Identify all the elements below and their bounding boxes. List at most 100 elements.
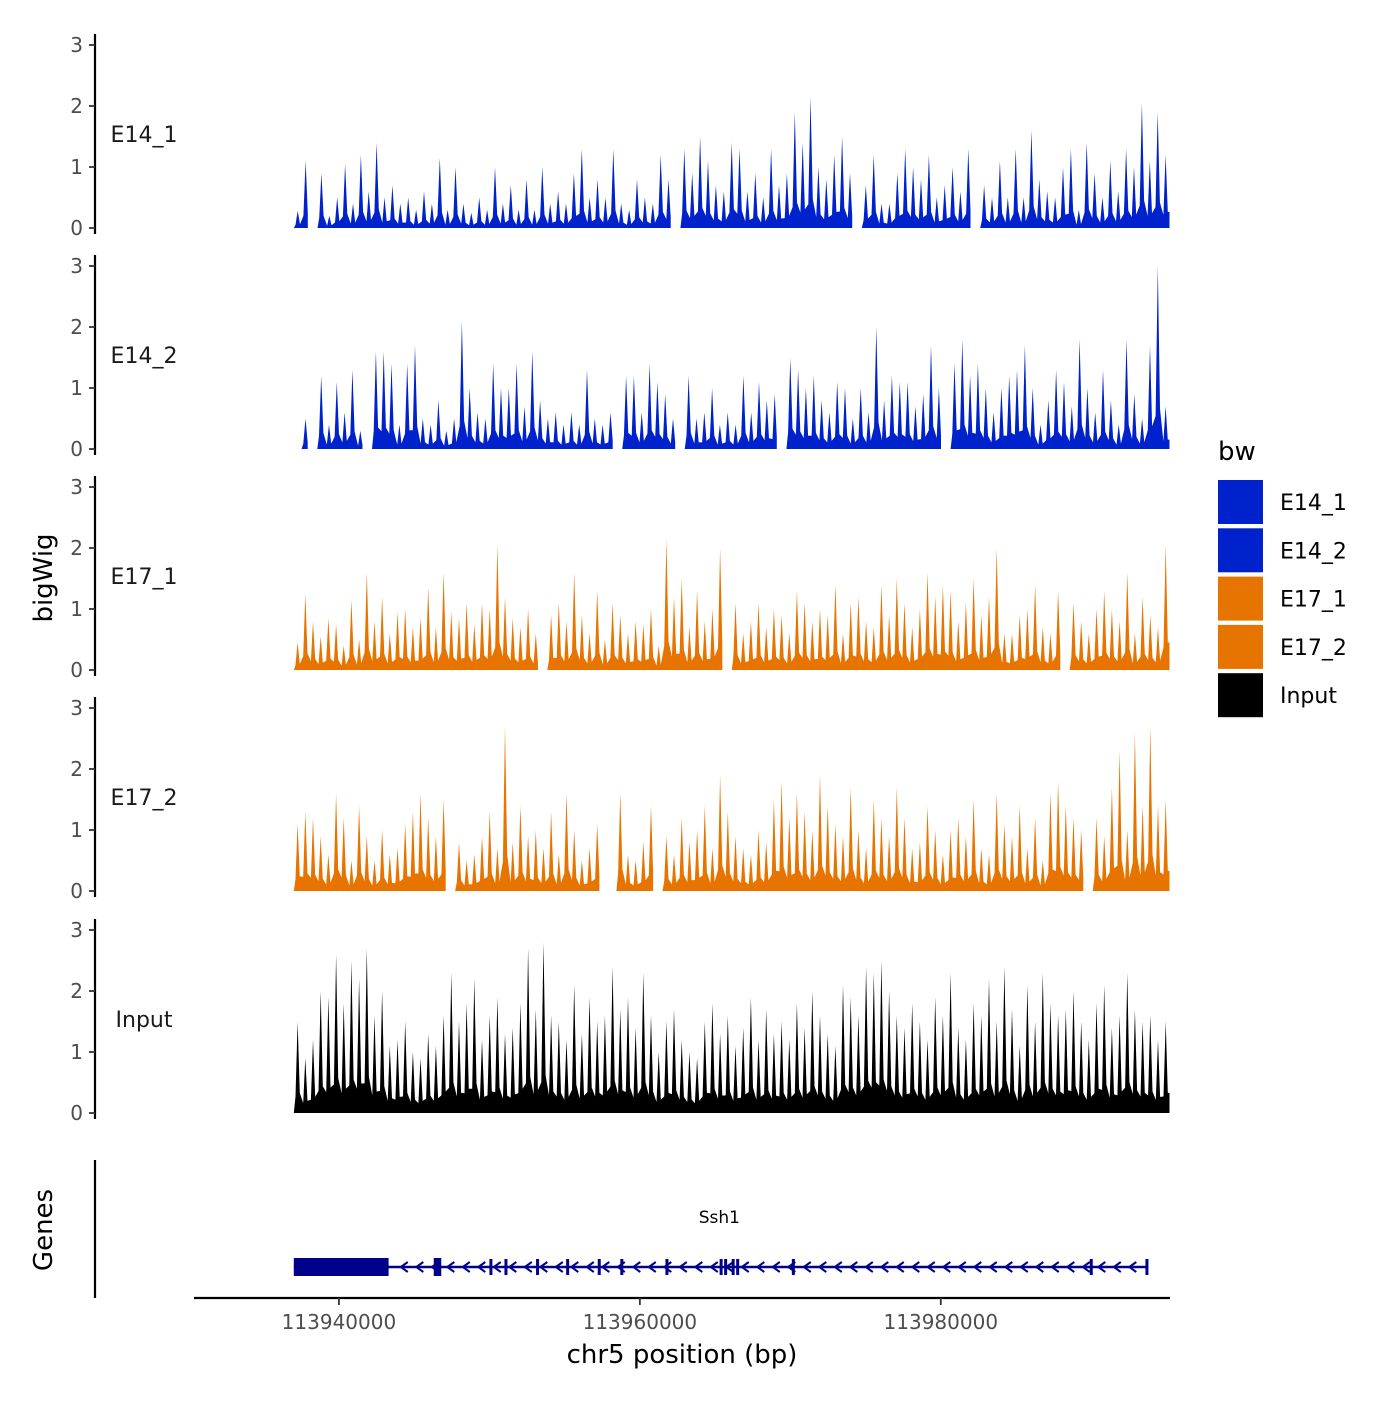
strand-arrow (926, 1261, 936, 1273)
coverage-area (622, 363, 676, 449)
signal-tracks: 0 1 2 3 E14_1 0 1 2 3 E14_2 0 1 2 3 E17_1 0 1 2 3 E17_2 0 1 2 3… (70, 33, 1170, 1125)
strand-arrow (709, 1261, 719, 1273)
y-tick-label: 1 (70, 155, 83, 179)
strand-arrow (910, 1261, 920, 1273)
gene-exon (724, 1259, 728, 1275)
coverage-area (547, 538, 723, 670)
coverage-area (293, 545, 538, 670)
y-tick-label: 3 (70, 475, 83, 499)
gene-exon (504, 1259, 508, 1275)
coverage-area (861, 148, 971, 228)
y-tick-label: 2 (70, 536, 83, 560)
track-label: E14_2 (111, 344, 178, 369)
coverage-area (1092, 726, 1170, 891)
legend-swatch (1218, 673, 1263, 718)
strand-arrow (600, 1261, 610, 1273)
gene-exon (566, 1259, 570, 1275)
track-input: 0 1 2 3 Input (70, 918, 1170, 1125)
strand-arrow (476, 1261, 486, 1273)
strand-arrow (414, 1261, 424, 1273)
gene-exon (536, 1259, 540, 1275)
strand-arrow (817, 1261, 827, 1273)
gene-exon (620, 1259, 624, 1275)
y-tick-label: 0 (70, 1101, 83, 1125)
coverage-area (301, 418, 308, 449)
strand-arrow (1112, 1261, 1122, 1273)
track-label: Input (116, 1008, 173, 1033)
strand-arrow (631, 1261, 641, 1273)
y-tick-label: 2 (70, 757, 83, 781)
gene-exon (435, 1259, 439, 1275)
y-tick-label: 3 (70, 33, 83, 57)
legend-swatch (1218, 624, 1263, 669)
y-tick-label: 3 (70, 918, 83, 942)
track-e14-2: 0 1 2 3 E14_2 (70, 254, 1170, 461)
coverage-area (372, 320, 613, 449)
strand-arrow (445, 1261, 455, 1273)
strand-arrow (569, 1261, 579, 1273)
coverage-area (293, 942, 1170, 1113)
coverage-area (684, 375, 777, 449)
strand-arrow (399, 1261, 409, 1273)
strand-arrow (895, 1261, 905, 1273)
strand-arrow (740, 1261, 750, 1273)
strand-arrow (1003, 1261, 1013, 1273)
strand-arrow (662, 1261, 672, 1273)
y-tick-label: 3 (70, 254, 83, 278)
strand-arrow (554, 1261, 564, 1273)
strand-arrow (1081, 1261, 1091, 1273)
strand-arrow (957, 1261, 967, 1273)
y-tick-label: 0 (70, 879, 83, 903)
strand-arrow (507, 1261, 517, 1273)
coverage-area (293, 160, 308, 228)
strand-arrow (833, 1261, 843, 1273)
track-e14-1: 0 1 2 3 E14_1 (70, 33, 1170, 240)
gene-exon (731, 1259, 735, 1275)
gene-name: Ssh1 (699, 1208, 740, 1228)
gene-exon (719, 1259, 723, 1275)
strand-arrow (941, 1261, 951, 1273)
strand-arrow (678, 1261, 688, 1273)
strand-arrow (1096, 1261, 1106, 1273)
y-tick-label: 2 (70, 979, 83, 1003)
strand-arrow (1127, 1261, 1137, 1273)
gene-exon-block (293, 1258, 389, 1276)
strand-arrow (771, 1261, 781, 1273)
strand-arrow (879, 1261, 889, 1273)
legend-label: E14_1 (1280, 491, 1347, 516)
strand-arrow (693, 1261, 703, 1273)
legend-label: E17_1 (1280, 588, 1347, 613)
strand-arrow (538, 1261, 548, 1273)
strand-arrow (1034, 1261, 1044, 1273)
gene-model: Ssh1 (293, 1208, 1149, 1276)
legend-swatch (1218, 528, 1263, 573)
strand-arrow (972, 1261, 982, 1273)
gene-track: Ssh1 (93, 1160, 1149, 1298)
gene-exon (791, 1259, 795, 1275)
legend-item: E14_2 (1218, 528, 1347, 573)
strand-arrow (755, 1261, 765, 1273)
strand-arrow (988, 1261, 998, 1273)
strand-arrow (1019, 1261, 1029, 1273)
coverage-area (293, 793, 446, 891)
gene-exon (1089, 1259, 1093, 1275)
y-tick-label: 0 (70, 216, 83, 240)
y-tick-label: 2 (70, 315, 83, 339)
coverage-area (731, 548, 1061, 670)
legend-title: bw (1218, 437, 1256, 467)
gene-exon (489, 1259, 493, 1275)
coverage-area (950, 266, 1170, 449)
track-e17-2: 0 1 2 3 E17_2 (70, 696, 1170, 903)
y-tick-label: 1 (70, 376, 83, 400)
y-tick-label: 1 (70, 818, 83, 842)
strand-arrow (1050, 1261, 1060, 1273)
y-tick-label: 2 (70, 94, 83, 118)
x-axis-title: chr5 position (bp) (567, 1340, 798, 1370)
y-tick-label: 0 (70, 658, 83, 682)
gene-exon (665, 1259, 669, 1275)
gene-exon (736, 1259, 740, 1275)
strand-arrow (523, 1261, 533, 1273)
coverage-area (317, 142, 671, 228)
